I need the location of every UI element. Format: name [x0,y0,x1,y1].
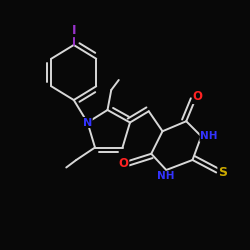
Text: O: O [192,90,202,104]
Text: N: N [83,118,92,128]
Text: NH: NH [200,131,218,141]
Text: S: S [218,166,227,179]
Text: NH: NH [158,171,175,181]
Text: O: O [119,157,129,170]
Text: I: I [72,24,76,36]
